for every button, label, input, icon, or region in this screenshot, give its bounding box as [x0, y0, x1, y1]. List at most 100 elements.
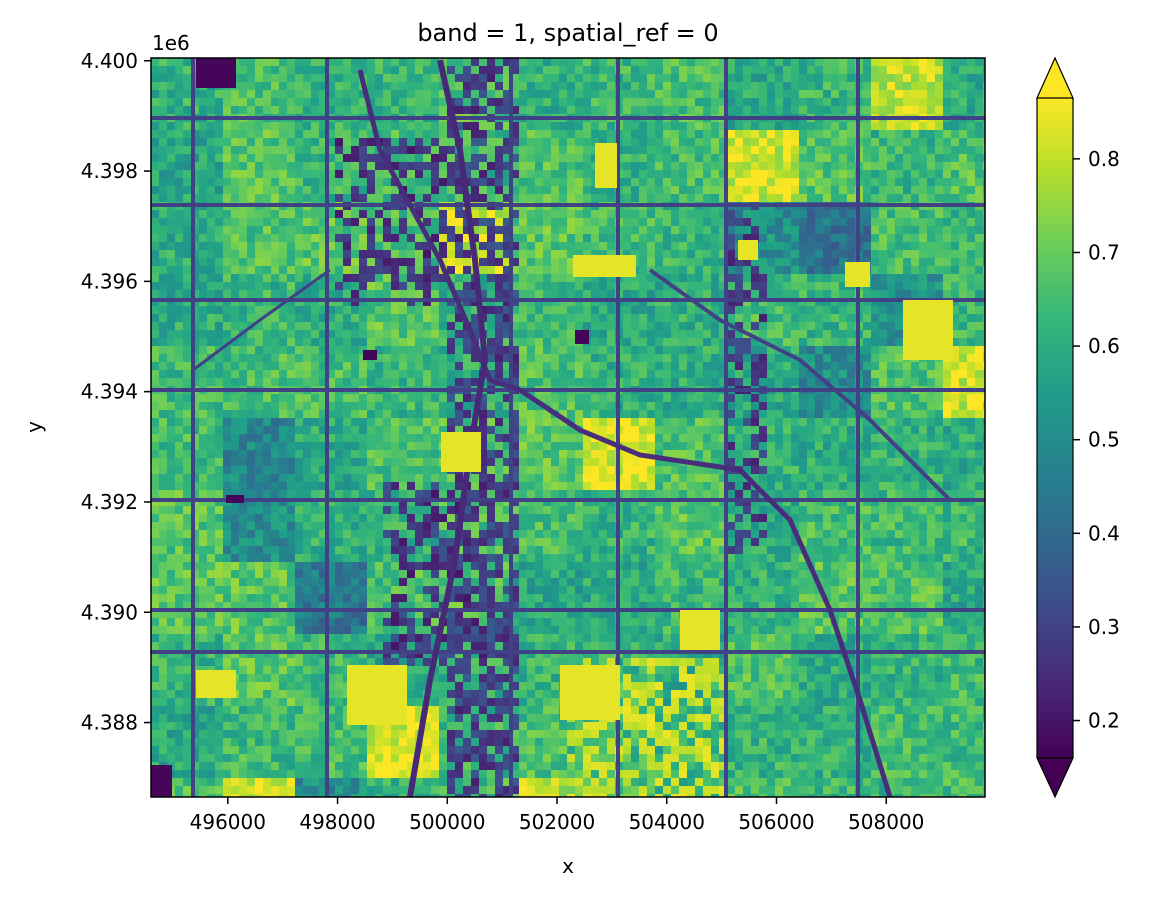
heatmap-cell — [743, 170, 752, 179]
heatmap-cell — [295, 330, 304, 339]
heatmap-cell — [863, 354, 872, 363]
heatmap-cell — [927, 106, 936, 115]
heatmap-cell — [247, 138, 256, 147]
heatmap-cell — [519, 394, 528, 403]
heatmap-cell — [495, 74, 504, 83]
heatmap-cell — [583, 250, 592, 259]
heatmap-cell — [591, 226, 600, 235]
heatmap-cell — [631, 402, 640, 411]
heatmap-cell — [383, 418, 392, 427]
heatmap-cell — [815, 314, 824, 323]
heatmap-cell — [967, 146, 976, 155]
heatmap-cell — [431, 98, 440, 107]
heatmap-cell — [663, 66, 672, 75]
heatmap-cell — [919, 402, 928, 411]
heatmap-cell — [431, 426, 440, 435]
heatmap-cell — [511, 434, 520, 443]
heatmap-cell — [175, 162, 184, 171]
heatmap-cell — [303, 242, 312, 251]
heatmap-cell — [175, 330, 184, 339]
heatmap-cell — [895, 418, 904, 427]
heatmap-cell — [423, 258, 432, 267]
heatmap-cell — [935, 410, 944, 419]
heatmap-cell — [951, 178, 960, 187]
heatmap-cell — [511, 98, 520, 107]
heatmap-cell — [343, 218, 352, 227]
heatmap-cell — [399, 138, 408, 147]
heatmap-cell — [327, 242, 336, 251]
heatmap-cell — [959, 186, 968, 195]
heatmap-cell — [983, 426, 985, 435]
heatmap-cell — [871, 410, 880, 419]
heatmap-cell — [719, 82, 728, 91]
heatmap-cell — [367, 234, 376, 243]
heatmap-cell — [167, 394, 176, 403]
heatmap-cell — [631, 154, 640, 163]
heatmap-cell — [599, 402, 608, 411]
heatmap-cell — [287, 186, 296, 195]
heatmap-cell — [287, 258, 296, 267]
heatmap-cell — [439, 298, 448, 307]
heatmap-cell — [367, 74, 376, 83]
heatmap-cell — [359, 210, 368, 219]
heatmap-cell — [527, 194, 536, 203]
heatmap-cell — [687, 370, 696, 379]
heatmap-cell — [751, 266, 760, 275]
heatmap-cell — [343, 66, 352, 75]
heatmap-cell — [959, 258, 968, 267]
heatmap-cell — [967, 370, 976, 379]
heatmap-cell — [743, 90, 752, 99]
heatmap-cell — [831, 170, 840, 179]
heatmap-cell — [815, 410, 824, 419]
heatmap-cell — [487, 330, 496, 339]
heatmap-cell — [359, 170, 368, 179]
heatmap-cell — [783, 66, 792, 75]
heatmap-cell — [431, 290, 440, 299]
heatmap-cell — [647, 226, 656, 235]
heatmap-cell — [519, 170, 528, 179]
heatmap-cell — [527, 74, 536, 83]
heatmap-cell — [799, 186, 808, 195]
heatmap-cell — [183, 250, 192, 259]
heatmap-cell — [295, 210, 304, 219]
heatmap-cell — [583, 66, 592, 75]
heatmap-cell — [319, 306, 328, 315]
heatmap-cell — [735, 66, 744, 75]
heatmap-cell — [487, 162, 496, 171]
heatmap-cell — [223, 242, 232, 251]
heatmap-cell — [543, 314, 552, 323]
heatmap-cell — [959, 298, 968, 307]
heatmap-cell — [159, 378, 168, 387]
heatmap-cell — [591, 138, 600, 147]
heatmap-cell — [447, 338, 456, 347]
heatmap-cell — [239, 194, 248, 203]
heatmap-cell — [791, 338, 800, 347]
heatmap-cell — [495, 250, 504, 259]
heatmap-cell — [375, 354, 384, 363]
heatmap-cell — [351, 314, 360, 323]
heatmap-cell — [511, 218, 520, 227]
heatmap-cell — [159, 362, 168, 371]
heatmap-cell — [191, 322, 200, 331]
heatmap-cell — [511, 330, 520, 339]
heatmap-cell — [519, 154, 528, 163]
heatmap-cell — [871, 362, 880, 371]
heatmap-cell — [815, 178, 824, 187]
heatmap-cell — [623, 82, 632, 91]
heatmap-cell — [599, 66, 608, 75]
heatmap-cell — [383, 82, 392, 91]
heatmap-cell — [671, 426, 680, 435]
heatmap-cell — [191, 106, 200, 115]
heatmap-cell — [639, 370, 648, 379]
heatmap-cell — [335, 194, 344, 203]
heatmap-cell — [375, 226, 384, 235]
heatmap-cell — [727, 282, 736, 291]
heatmap-cell — [303, 90, 312, 99]
heatmap-cell — [847, 90, 856, 99]
heatmap-cell — [895, 194, 904, 203]
heatmap-cell — [559, 106, 568, 115]
heatmap-cell — [711, 322, 720, 331]
heatmap-cell — [591, 306, 600, 315]
heatmap-cell — [647, 234, 656, 243]
heatmap-cell — [751, 170, 760, 179]
